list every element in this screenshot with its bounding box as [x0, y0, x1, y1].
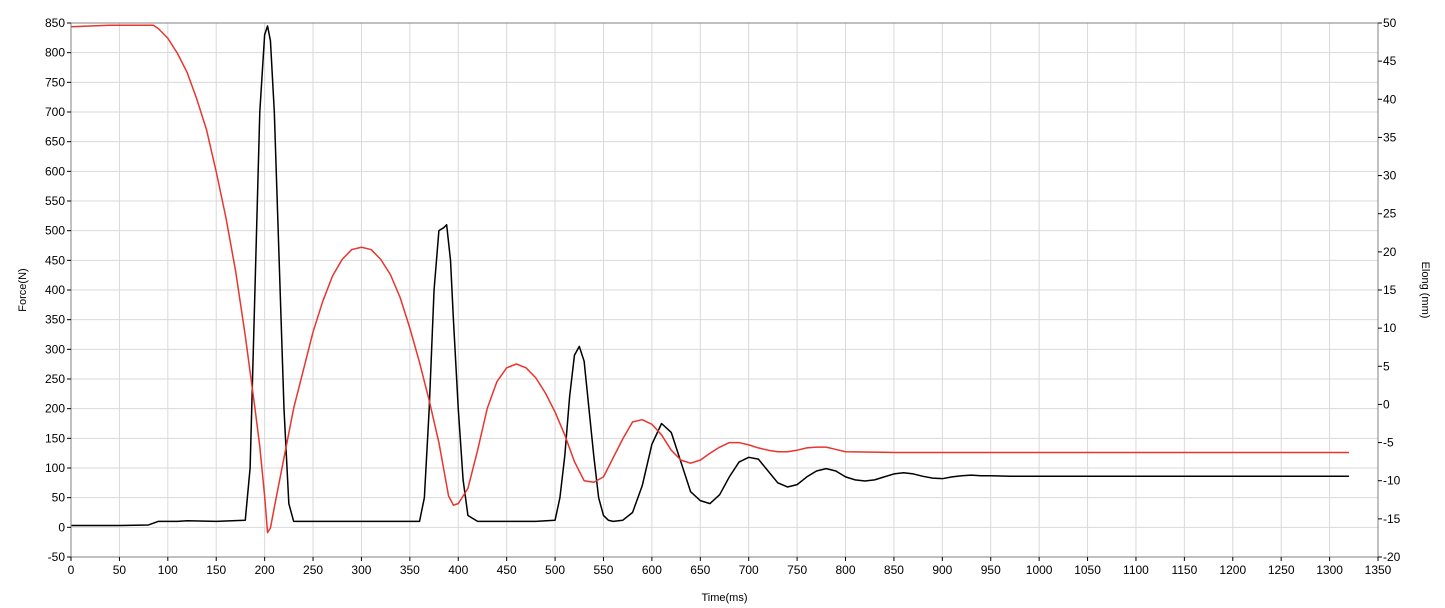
right-y-tick-label: 50: [1383, 16, 1397, 30]
left-y-tick-label: 100: [45, 461, 65, 475]
left-y-tick-label: 150: [45, 431, 65, 445]
left-y-tick-label: 600: [45, 164, 65, 178]
right-y-tick-label: 0: [1383, 397, 1390, 411]
left-y-tick-label: 500: [45, 224, 65, 238]
x-axis: 0 50 100 150 200 250 300 350 400 450 500 550 600 650 7…: [68, 557, 1392, 577]
left-y-axis-title: Force(N): [17, 268, 29, 311]
right-y-tick-label: -5: [1383, 436, 1394, 450]
x-tick-label: 600: [642, 563, 662, 577]
x-tick-label: 300: [351, 563, 371, 577]
left-y-tick-label: 550: [45, 194, 65, 208]
x-tick-label: 700: [739, 563, 759, 577]
x-tick-label: 1050: [1074, 563, 1101, 577]
x-tick-label: 350: [400, 563, 420, 577]
left-y-tick-label: 250: [45, 372, 65, 386]
right-y-tick-label: 40: [1383, 92, 1397, 106]
right-y-tick-label: -20: [1383, 550, 1401, 564]
left-y-tick-label: 800: [45, 46, 65, 60]
x-tick-label: 900: [932, 563, 952, 577]
left-y-axis: -50 0 50 100 150 200 250 300 350 400 450 500 550 600 6…: [45, 16, 71, 564]
right-y-axis-title: Elong (mm): [1419, 262, 1431, 319]
left-y-tick-label: 0: [58, 520, 65, 534]
x-tick-label: 1000: [1026, 563, 1053, 577]
series-lines: [70, 24, 1349, 534]
x-tick-label: 250: [303, 563, 323, 577]
x-tick-label: 1200: [1219, 563, 1246, 577]
x-tick-label: 200: [255, 563, 275, 577]
right-y-tick-label: 15: [1383, 283, 1397, 297]
right-y-tick-label: 45: [1383, 54, 1397, 68]
x-tick-label: 500: [545, 563, 565, 577]
left-y-tick-label: 650: [45, 135, 65, 149]
left-y-tick-label: 850: [45, 16, 65, 30]
x-tick-label: 1350: [1365, 563, 1392, 577]
left-y-tick-label: 350: [45, 313, 65, 327]
right-y-tick-label: 5: [1383, 359, 1390, 373]
right-y-tick-label: 10: [1383, 321, 1397, 335]
x-tick-label: 750: [787, 563, 807, 577]
x-tick-label: 50: [113, 563, 127, 577]
x-tick-label: 450: [497, 563, 517, 577]
x-tick-label: 800: [836, 563, 856, 577]
elongation-line: [70, 24, 1349, 534]
left-y-tick-label: 700: [45, 105, 65, 119]
left-y-tick-label: 400: [45, 283, 65, 297]
right-y-axis: -20 -15 -10 -5 0 5 10 15 20 25 30 35 40 45 50: [1378, 16, 1401, 564]
left-y-tick-label: 450: [45, 253, 65, 267]
x-tick-label: 400: [448, 563, 468, 577]
right-y-tick-label: 35: [1383, 130, 1397, 144]
x-tick-label: 550: [593, 563, 613, 577]
right-y-tick-label: 20: [1383, 245, 1397, 259]
right-y-tick-label: -15: [1383, 512, 1401, 526]
left-y-tick-label: 300: [45, 342, 65, 356]
force-line: [71, 25, 1349, 527]
x-tick-label: 150: [206, 563, 226, 577]
x-tick-label: 650: [690, 563, 710, 577]
left-y-tick-label: 50: [52, 491, 66, 505]
x-tick-label: 950: [981, 563, 1001, 577]
x-tick-label: 1100: [1123, 563, 1149, 577]
right-y-tick-label: 30: [1383, 169, 1397, 183]
right-y-tick-label: -10: [1383, 474, 1401, 488]
x-tick-label: 850: [884, 563, 904, 577]
x-axis-title: Time(ms): [701, 592, 747, 604]
x-tick-label: 1300: [1316, 563, 1343, 577]
left-y-tick-label: 750: [45, 75, 65, 89]
x-tick-label: 0: [68, 563, 75, 577]
left-y-tick-label: 200: [45, 402, 65, 416]
right-y-tick-label: 25: [1383, 207, 1397, 221]
x-tick-label: 100: [158, 563, 178, 577]
left-y-tick-label: -50: [48, 550, 66, 564]
x-tick-label: 1250: [1268, 563, 1295, 577]
x-tick-label: 1150: [1171, 563, 1197, 577]
